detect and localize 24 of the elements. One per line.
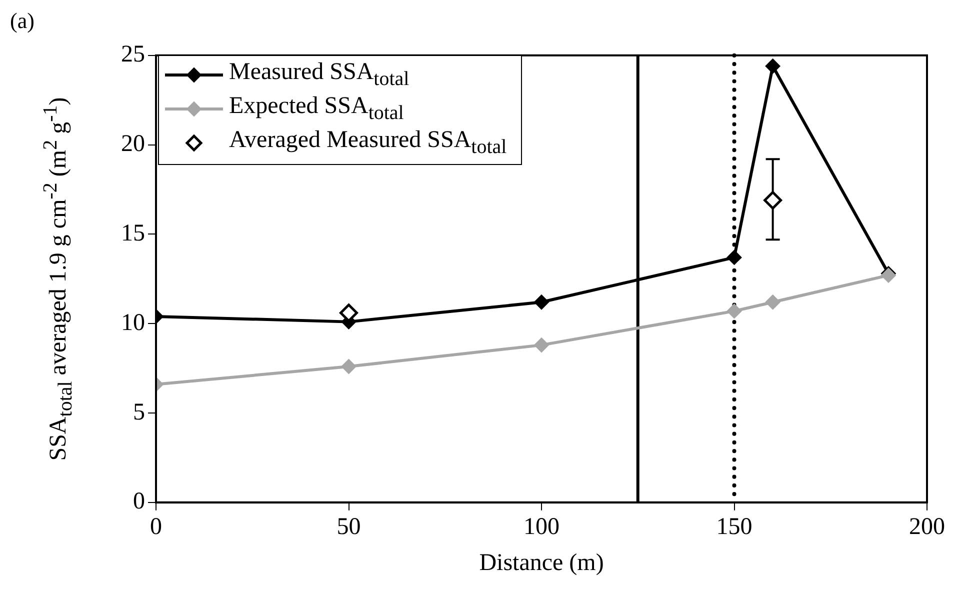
point bbox=[534, 294, 549, 310]
y-tick-label: 20 bbox=[121, 131, 145, 158]
x-tick-label: 50 bbox=[336, 514, 361, 540]
x-tick-label: 100 bbox=[524, 514, 560, 540]
x-tick-label: 150 bbox=[716, 514, 752, 540]
y-tick-label: 0 bbox=[133, 488, 145, 515]
legend-label: Expected SSA$_{total}$ bbox=[229, 93, 404, 126]
point bbox=[534, 338, 549, 353]
y-tick-label: 10 bbox=[121, 310, 145, 336]
y-tick-label: 25 bbox=[121, 42, 145, 68]
point bbox=[765, 58, 780, 74]
chart-title: (a) bbox=[10, 8, 34, 34]
point bbox=[765, 294, 780, 310]
point bbox=[764, 190, 782, 210]
x-tick-label: 200 bbox=[909, 514, 945, 540]
y-tick-label: 15 bbox=[121, 220, 145, 246]
legend-label: Measured SSA$_{total}$ bbox=[229, 59, 410, 92]
point bbox=[726, 304, 742, 319]
point bbox=[341, 359, 356, 374]
x-tick-label: 0 bbox=[150, 514, 162, 540]
x-axis-title: Distance (m) bbox=[479, 550, 604, 576]
point bbox=[726, 250, 742, 265]
y-tick-label: 5 bbox=[133, 399, 145, 426]
legend-label: Averaged Measured SSA$_{total}$ bbox=[229, 127, 507, 160]
